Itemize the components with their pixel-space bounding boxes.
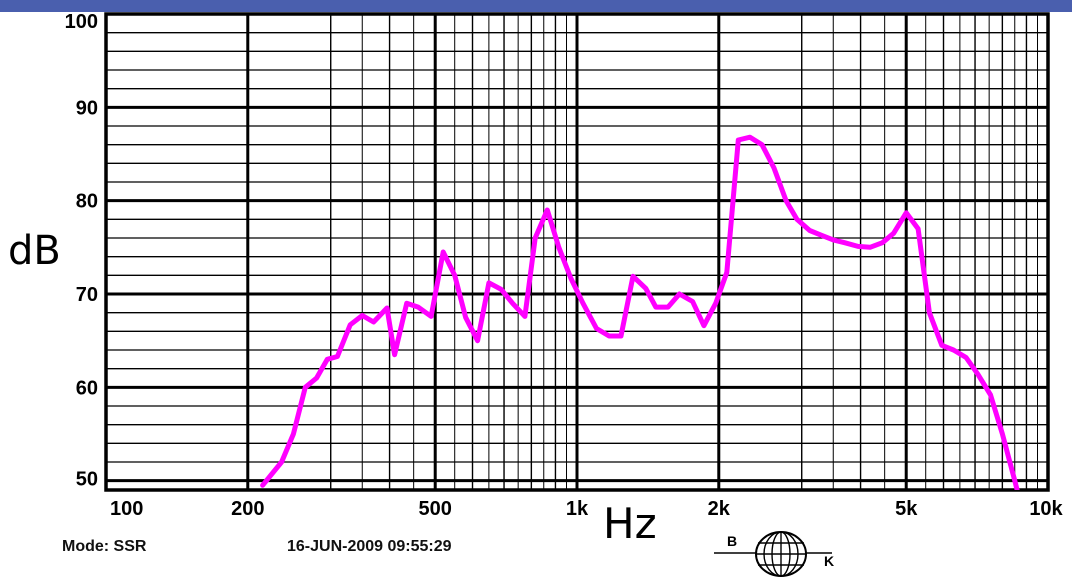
y-axis-title: dB bbox=[8, 228, 61, 274]
logo-letter-k: K bbox=[824, 553, 835, 569]
bk-globe-logo bbox=[714, 531, 832, 577]
y-tick-label: 70 bbox=[76, 284, 98, 306]
x-tick-labels: 100 200 500 1k 2k 5k 10k bbox=[110, 498, 1064, 520]
timestamp-label: 16-JUN-2009 09:55:29 bbox=[287, 538, 452, 555]
mode-label: Mode: SSR bbox=[62, 538, 147, 555]
x-tick-label: 5k bbox=[895, 498, 918, 520]
grid-major bbox=[106, 14, 1048, 490]
x-tick-label: 500 bbox=[419, 498, 452, 520]
y-tick-label: 60 bbox=[76, 377, 98, 399]
x-axis-title: Hz bbox=[603, 499, 657, 548]
series-layer bbox=[260, 134, 1020, 490]
logo-letter-b: B bbox=[727, 533, 738, 549]
x-tick-label: 1k bbox=[566, 498, 589, 520]
y-tick-label: 50 bbox=[76, 469, 98, 491]
plot-frame bbox=[104, 12, 1050, 492]
x-tick-label: 2k bbox=[708, 498, 731, 520]
y-tick-label: 90 bbox=[76, 97, 98, 119]
y-tick-label: 80 bbox=[76, 191, 98, 213]
x-tick-label: 10k bbox=[1029, 498, 1063, 520]
x-tick-label: 200 bbox=[231, 498, 264, 520]
y-tick-labels: 50 60 70 80 90 100 bbox=[65, 11, 98, 491]
top-bar bbox=[0, 0, 1072, 12]
y-tick-label: 100 bbox=[65, 11, 98, 33]
series-line-0 bbox=[260, 134, 1020, 490]
x-tick-label: 100 bbox=[110, 498, 143, 520]
